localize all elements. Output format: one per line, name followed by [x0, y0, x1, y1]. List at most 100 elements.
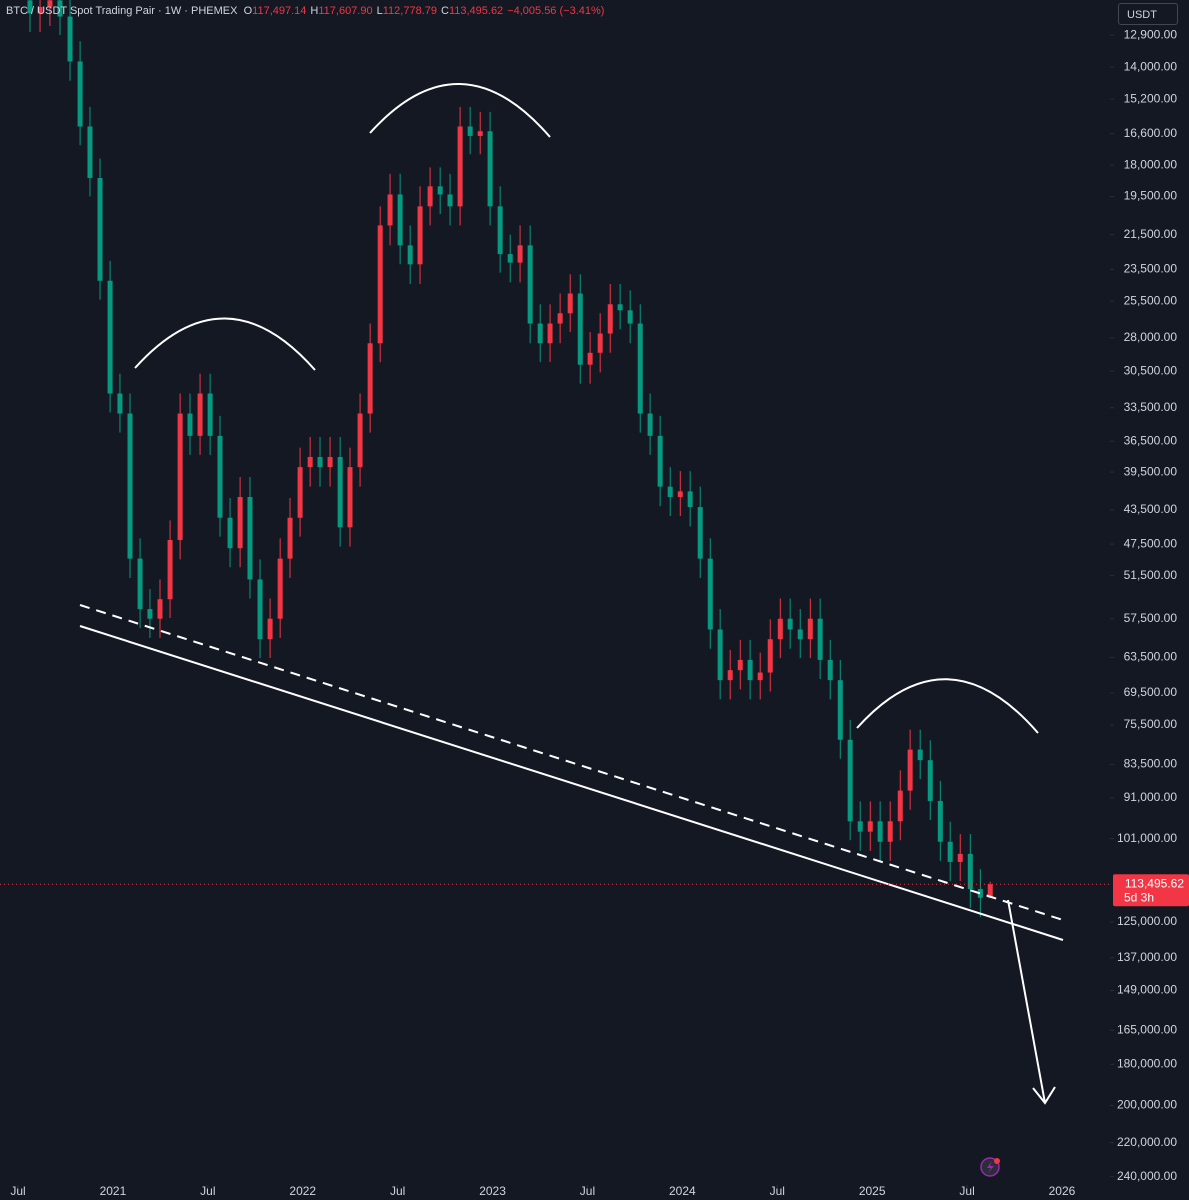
- candle-body: [47, 0, 53, 7]
- ohlc-key: L: [376, 5, 383, 17]
- candle-body: [597, 333, 603, 353]
- candle-body: [897, 790, 903, 822]
- dashed-trend-line: [79, 604, 1064, 921]
- candle-body: [127, 413, 133, 559]
- y-tick-label: 15,200.00: [1124, 91, 1178, 105]
- y-tick-label: 63,500.00: [1124, 650, 1178, 664]
- candle-body: [827, 659, 833, 681]
- y-tick-label: 200,000.00: [1117, 1098, 1177, 1112]
- arrow-head: [1032, 1086, 1056, 1105]
- legend-header: BTC / USDT Spot Trading Pair · 1W · PHEM…: [6, 5, 608, 17]
- candle-body: [967, 853, 973, 890]
- lightning-icon: [980, 1157, 1000, 1177]
- candle-body: [347, 467, 353, 528]
- candle-body: [387, 194, 393, 226]
- y-tick-label: 21,500.00: [1124, 227, 1178, 241]
- candle-body: [757, 672, 763, 681]
- candle-body: [587, 352, 593, 365]
- x-tick-label: Jul: [770, 1184, 785, 1198]
- y-tick-label: 47,500.00: [1124, 536, 1178, 550]
- ohlc-value: 117,497.14: [252, 5, 307, 17]
- candle-body: [737, 659, 743, 671]
- y-tick-label: 165,000.00: [1117, 1022, 1177, 1036]
- ohlc-value: 112,778.79: [382, 5, 437, 17]
- y-tick-label: 18,000.00: [1124, 157, 1178, 171]
- candle-body: [787, 618, 793, 630]
- y-tick-label: 33,500.00: [1124, 400, 1178, 414]
- candle-body: [717, 629, 723, 681]
- candles: [27, 0, 993, 917]
- candle-body: [987, 884, 993, 898]
- candle-body: [947, 841, 953, 862]
- last-price-label: 113,495.62: [1125, 876, 1184, 890]
- candle-body: [477, 131, 483, 136]
- y-tick-label: 220,000.00: [1117, 1135, 1177, 1149]
- candle-body: [937, 800, 943, 842]
- candle-body: [907, 749, 913, 791]
- arc-annotation: [134, 317, 316, 371]
- x-tick-label: 2023: [479, 1184, 506, 1198]
- candle-body: [357, 413, 363, 468]
- arrow: [1007, 899, 1046, 1104]
- candle-body: [957, 853, 963, 862]
- annotations: [79, 83, 1064, 1105]
- x-tick-label: Jul: [959, 1184, 974, 1198]
- candle-body: [467, 126, 473, 136]
- candle-body: [627, 310, 633, 324]
- y-tick-label: 69,500.00: [1124, 685, 1178, 699]
- y-tick-label: 149,000.00: [1117, 983, 1177, 997]
- candle-body: [167, 539, 173, 600]
- y-tick-label: 14,000.00: [1124, 59, 1178, 73]
- x-tick-label: Jul: [390, 1184, 405, 1198]
- candle-body: [87, 126, 93, 179]
- candle-body: [27, 0, 33, 14]
- candle-body: [147, 609, 153, 619]
- ohlc-key: O: [243, 5, 253, 17]
- y-tick-label: 240,000.00: [1117, 1169, 1177, 1183]
- candle-body: [267, 618, 273, 640]
- ohlc-key: H: [310, 5, 319, 17]
- candle-body: [107, 280, 113, 394]
- candle-body: [487, 131, 493, 207]
- symbol: BTC / USDT Spot Trading Pair · 1W · PHEM…: [6, 5, 238, 17]
- candle-body: [137, 558, 143, 610]
- candle-body: [807, 618, 813, 640]
- y-tick-label: 25,500.00: [1124, 293, 1178, 307]
- candle-body: [817, 618, 823, 660]
- candle-body: [547, 323, 553, 344]
- candle-body: [877, 821, 883, 842]
- candle-body: [227, 517, 233, 549]
- candle-body: [237, 496, 243, 549]
- y-tick-label: 39,500.00: [1124, 464, 1178, 478]
- x-tick-label: 2026: [1049, 1184, 1076, 1198]
- candle-body: [697, 507, 703, 559]
- y-tick-label: 180,000.00: [1117, 1056, 1177, 1070]
- ohlc: O117,497.14 H117,607.90 L112,778.79 C113,49…: [244, 5, 508, 17]
- candle-body: [57, 0, 63, 17]
- candle-body: [527, 245, 533, 324]
- candle-body: [377, 225, 383, 344]
- x-tick-label: 2022: [289, 1184, 316, 1198]
- candle-body: [507, 254, 513, 263]
- y-tick-label: 36,500.00: [1124, 433, 1178, 447]
- candle-body: [297, 467, 303, 518]
- candle-body: [457, 126, 463, 207]
- currency-button[interactable]: USDT: [1118, 3, 1178, 25]
- candle-body: [777, 618, 783, 640]
- candle-body: [277, 558, 283, 619]
- candle-body: [407, 245, 413, 265]
- trend-line: [79, 625, 1064, 941]
- y-tick-label: 30,500.00: [1124, 363, 1178, 377]
- y-tick-label: 137,000.00: [1117, 950, 1177, 964]
- candle-body: [327, 456, 333, 468]
- change: −4,005.56 (−3.41%): [507, 5, 605, 17]
- y-tick-label: 51,500.00: [1124, 568, 1178, 582]
- candle-body: [317, 456, 323, 468]
- candle-body: [677, 491, 683, 497]
- y-tick-label: 16,600.00: [1124, 126, 1178, 140]
- candle-body: [157, 599, 163, 619]
- x-tick-label: Jul: [580, 1184, 595, 1198]
- ohlc-key: C: [440, 5, 449, 17]
